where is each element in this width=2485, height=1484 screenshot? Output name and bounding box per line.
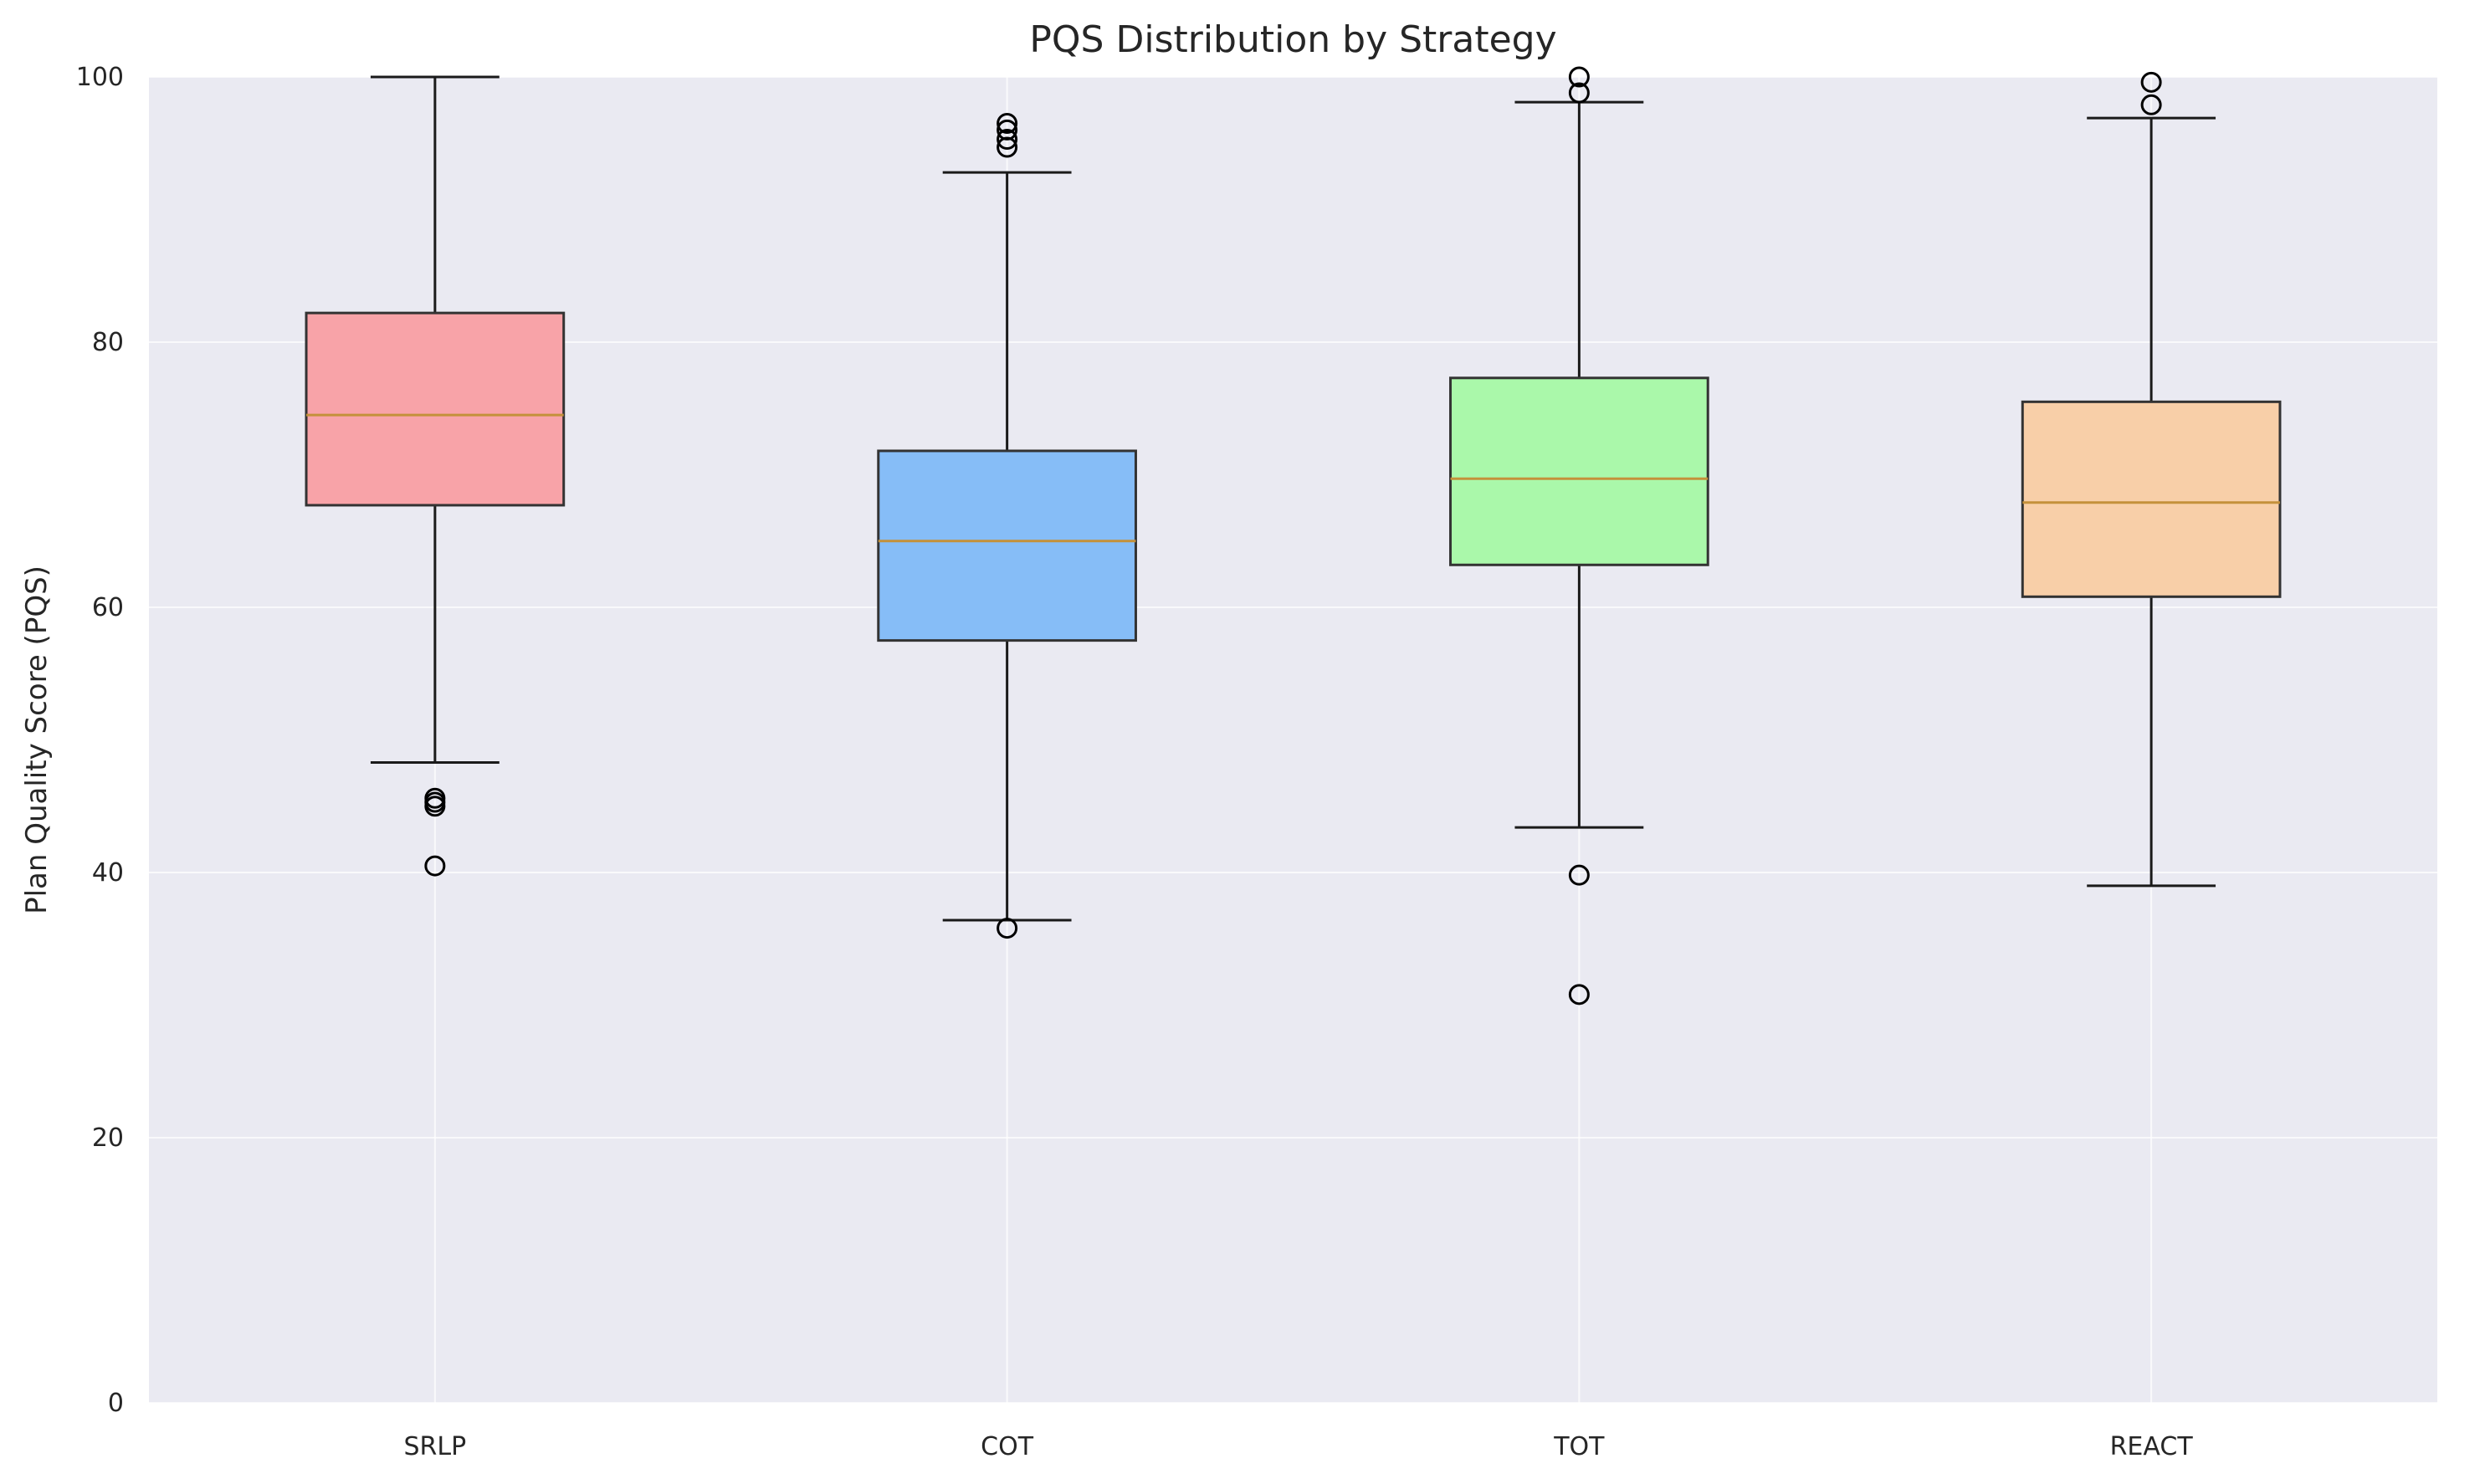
y-tick-label: 80 <box>92 328 124 357</box>
outlier-point <box>1568 66 1590 88</box>
outlier-point <box>1568 82 1590 104</box>
y-tick-label: 100 <box>76 63 124 92</box>
x-tick-label-tot: TOT <box>1553 1432 1605 1461</box>
y-axis-label: Plan Quality Score (PQS) <box>20 565 54 914</box>
x-tick-labels: SRLP COT TOT REACT <box>404 1432 2194 1461</box>
y-tick-label: 40 <box>92 858 124 888</box>
box-group-cot <box>877 112 1137 939</box>
box-iqr <box>305 311 566 507</box>
box-iqr <box>1449 376 1709 566</box>
outlier-point <box>997 112 1018 134</box>
box-group-tot <box>1449 66 1709 1006</box>
box-iqr <box>877 449 1137 642</box>
outlier-point <box>424 796 446 817</box>
outlier-point <box>2140 94 2162 115</box>
outlier-point <box>1568 984 1590 1006</box>
boxes-layer <box>305 66 2282 1006</box>
y-tick-labels: 0 20 40 60 80 100 <box>76 63 124 1418</box>
box-group-react <box>2021 71 2282 888</box>
outlier-point <box>1568 864 1590 886</box>
x-tick-label-srlp: SRLP <box>404 1432 467 1461</box>
y-tick-label: 20 <box>92 1123 124 1153</box>
outlier-point <box>997 918 1018 939</box>
outlier-point <box>424 855 446 877</box>
plot-area <box>149 77 2437 1403</box>
x-tick-label-cot: COT <box>981 1432 1034 1461</box>
outlier-point <box>997 128 1018 150</box>
box-group-srlp <box>305 75 566 877</box>
x-tick-label-react: REACT <box>2110 1432 2194 1461</box>
y-tick-label: 60 <box>92 593 124 622</box>
box-iqr <box>2021 400 2282 598</box>
outlier-point <box>2140 71 2162 93</box>
y-tick-label: 0 <box>108 1389 124 1418</box>
outlier-point <box>997 136 1018 158</box>
chart-title: PQS Distribution by Strategy <box>1029 18 1556 61</box>
